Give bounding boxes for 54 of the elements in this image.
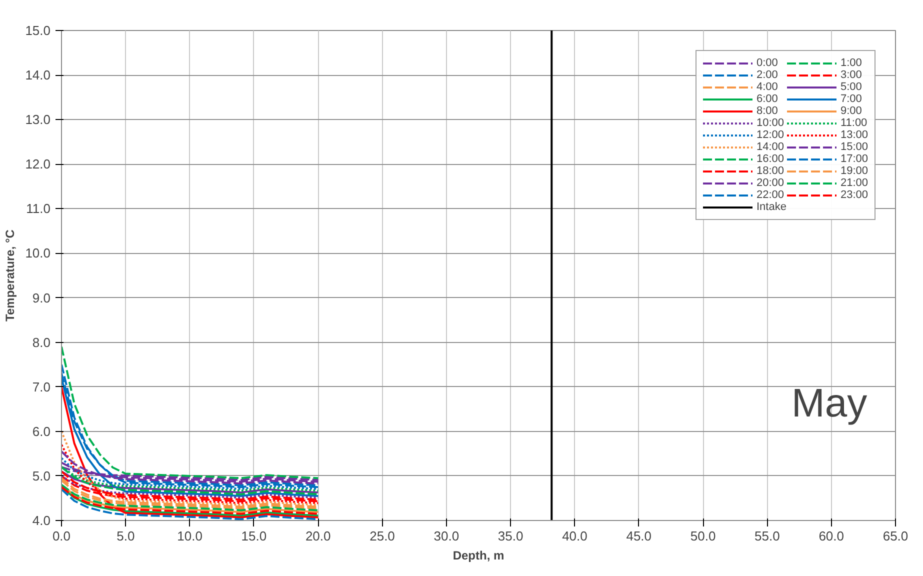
legend-label: 23:00: [840, 189, 868, 201]
legend-label: 21:00: [840, 177, 868, 189]
x-tick-label: 50.0: [690, 528, 716, 544]
x-tick-label: 15.0: [241, 528, 267, 544]
x-tick-label: 5.0: [116, 528, 135, 544]
x-tick-label: 10.0: [177, 528, 202, 544]
x-tick-label: 35.0: [498, 528, 524, 544]
y-tick-label: 4.0: [32, 513, 51, 528]
x-tick-label: 30.0: [434, 528, 460, 544]
legend-label: 13:00: [840, 129, 868, 141]
legend-label: 2:00: [756, 69, 778, 81]
legend-label: 15:00: [840, 141, 868, 153]
legend-label: 16:00: [756, 153, 784, 165]
legend-label: 3:00: [840, 69, 862, 81]
legend-label: 8:00: [756, 105, 778, 117]
y-tick-label: 6.0: [32, 424, 51, 439]
x-tick-label: 25.0: [370, 528, 395, 544]
y-tick-label: 12.0: [25, 156, 51, 172]
x-tick-label: 45.0: [626, 528, 652, 544]
y-tick-label: 13.0: [25, 112, 51, 128]
y-tick-label: 5.0: [32, 468, 51, 484]
legend-label: 4:00: [756, 81, 778, 93]
legend-label: 5:00: [840, 81, 862, 93]
x-tick-label: 65.0: [882, 528, 908, 544]
legend-label: 7:00: [840, 93, 862, 105]
legend-label: 14:00: [756, 141, 784, 153]
x-tick-label: 40.0: [562, 528, 588, 544]
legend-label: 6:00: [756, 93, 778, 105]
legend-label: 19:00: [840, 165, 868, 177]
x-tick-label: 20.0: [305, 528, 331, 544]
y-tick-label: 9.0: [32, 290, 51, 306]
x-tick-label: 0.0: [52, 528, 71, 544]
legend-label: 9:00: [840, 105, 862, 117]
legend-label: 20:00: [756, 177, 784, 189]
annotation: May: [792, 382, 868, 426]
legend-label: 18:00: [756, 165, 784, 177]
y-tick-label: 14.0: [25, 68, 51, 83]
legend-label: 10:00: [756, 117, 784, 129]
legend-label: 11:00: [840, 117, 868, 129]
x-axis-title: Depth, m: [452, 548, 504, 562]
x-tick-label: 60.0: [818, 528, 844, 544]
legend-label: 22:00: [756, 189, 784, 201]
y-tick-label: 10.0: [25, 246, 51, 261]
y-tick-label: 15.0: [25, 23, 51, 38]
y-tick-label: 7.0: [32, 379, 51, 394]
legend-label: 1:00: [840, 57, 862, 69]
y-tick-label: 11.0: [26, 201, 51, 216]
x-tick-label: 55.0: [754, 528, 780, 544]
legend-label: 12:00: [756, 129, 784, 141]
legend-label: 17:00: [840, 153, 868, 165]
legend-label: 0:00: [756, 57, 778, 69]
legend-label: Intake: [756, 201, 786, 213]
y-tick-label: 8.0: [32, 334, 51, 350]
y-axis-title: Temperature, °C: [3, 229, 18, 322]
